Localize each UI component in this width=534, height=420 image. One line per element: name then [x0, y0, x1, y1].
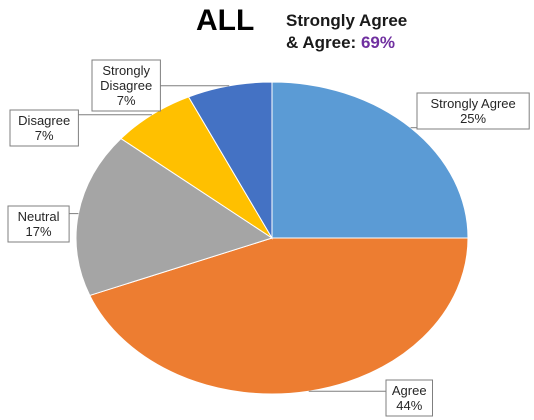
data-label-category: Agree [392, 383, 427, 398]
data-label-box [385, 379, 433, 417]
data-label-category: Strongly [102, 63, 150, 78]
chart-title: ALL [196, 4, 255, 37]
data-label-category: Neutral [18, 209, 60, 224]
chart-subtitle: Strongly Agree & Agree: 69% [286, 10, 407, 54]
pie-slice-neutral [75, 137, 274, 297]
data-label-category: Disagree [100, 78, 152, 93]
data-label-value: 17% [26, 224, 52, 239]
pie-slice-strongly-agree [271, 81, 469, 239]
data-label-category: Strongly Agree [430, 96, 515, 111]
data-label-value: 25% [460, 111, 486, 126]
data-label-box [9, 109, 79, 147]
data-label-box [7, 205, 70, 243]
data-label-value: 7% [35, 128, 54, 143]
data-label-box [91, 59, 161, 112]
subtitle-line2: & Agree: 69% [286, 32, 407, 54]
data-label-value: 7% [117, 93, 136, 108]
data-label-box [416, 92, 530, 130]
data-label-value: 44% [396, 398, 422, 413]
subtitle-line1: Strongly Agree [286, 11, 408, 30]
subtitle-highlight: 69% [360, 33, 395, 52]
subtitle-prefix: & Agree: [286, 33, 361, 52]
pie-slice-agree [89, 237, 469, 395]
data-label-category: Disagree [18, 113, 70, 128]
